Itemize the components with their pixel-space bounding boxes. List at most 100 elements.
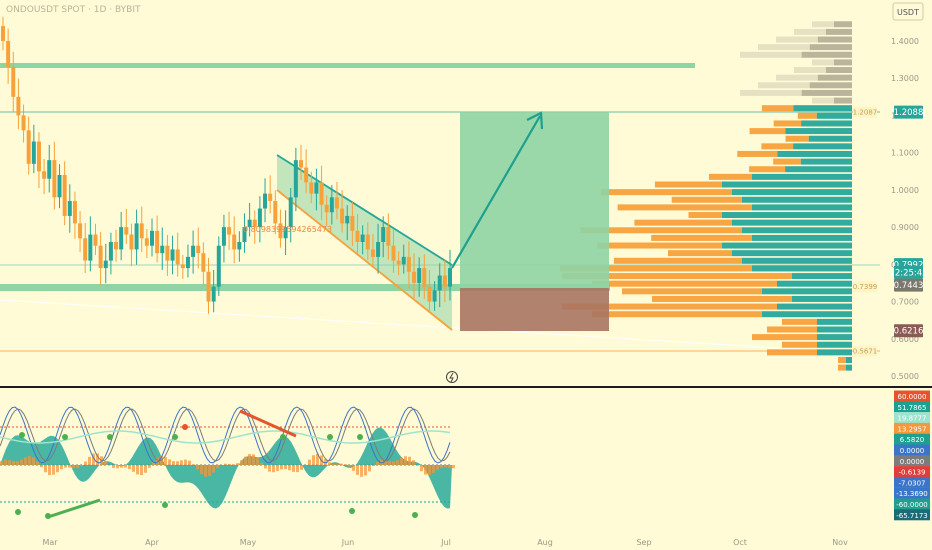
candle-body	[417, 268, 422, 283]
vp-bar-inner	[742, 227, 852, 234]
histogram-bar	[28, 456, 31, 465]
candle-body	[129, 234, 134, 250]
histogram-bar	[312, 455, 315, 465]
resistance-band	[0, 63, 695, 68]
candle-body	[406, 256, 411, 272]
candle-body	[340, 208, 345, 224]
candle-body	[119, 227, 124, 250]
candle-body	[211, 286, 216, 302]
candle-body	[237, 242, 242, 250]
histogram-bar	[116, 465, 119, 469]
projection-arrow[interactable]	[451, 111, 544, 269]
vp-bar-outer	[651, 234, 752, 241]
candle-body	[360, 234, 365, 242]
indicator-badge	[894, 412, 930, 424]
buy-dot	[62, 434, 68, 440]
candle-body	[160, 245, 165, 254]
vp-bar-outer	[668, 250, 732, 257]
time-tick-label: Nov	[832, 538, 848, 547]
histogram-bar	[212, 465, 215, 473]
price-badge-label: 1.2088	[894, 108, 924, 118]
candle-body	[57, 175, 62, 198]
candle-body	[155, 230, 160, 254]
position-target-zone[interactable]	[460, 112, 609, 284]
indicator-badge	[894, 476, 930, 488]
histogram-bar	[184, 459, 187, 465]
vp-bar-outer	[613, 257, 742, 264]
price-tick-label: 0.7000	[891, 298, 919, 307]
histogram-bar	[344, 464, 347, 465]
candle-body	[170, 249, 175, 261]
indicator-badge-label: -13.3690	[896, 490, 927, 498]
candle-body	[62, 175, 67, 216]
vp-bar-inner	[846, 356, 852, 363]
candle-body	[31, 141, 36, 164]
histogram-bar	[48, 465, 51, 475]
time-tick-label: Jun	[341, 538, 355, 547]
histogram-bar	[308, 459, 311, 465]
buy-dot	[19, 432, 25, 438]
vp-bar-inner	[793, 143, 852, 150]
vp-bar-outer	[592, 311, 762, 318]
histogram-bar	[284, 465, 287, 470]
vp-bar-inner	[846, 364, 852, 371]
histogram-bar	[292, 465, 295, 472]
time-tick-label: Jul	[440, 538, 451, 547]
signal-line-grey	[0, 408, 451, 462]
channel-lower-line[interactable]	[276, 189, 453, 331]
histogram-bar	[240, 460, 243, 465]
histogram-bar	[288, 465, 291, 471]
buy-dot	[107, 434, 113, 440]
candle-body	[103, 260, 108, 269]
candle-body	[386, 227, 391, 246]
vp-bar-outer	[773, 120, 802, 127]
candle-body	[180, 264, 185, 269]
histogram-bar	[12, 461, 15, 465]
candle-body	[52, 160, 57, 198]
price-tick-label: 1.4000	[891, 37, 919, 46]
currency-box[interactable]	[892, 2, 924, 21]
price-badge	[894, 265, 923, 279]
histogram-bar	[348, 465, 351, 467]
histogram-bar	[188, 460, 191, 465]
support-band	[0, 284, 610, 291]
price-badge-label: 0.6216	[894, 327, 924, 337]
candle-body	[263, 193, 268, 209]
histogram-bar	[168, 459, 171, 465]
candle-body	[278, 223, 283, 239]
histogram-bar	[120, 465, 123, 468]
candle-body	[165, 245, 170, 261]
histogram-bar	[444, 465, 447, 468]
candle-body	[139, 223, 144, 239]
time-tick-label: Sep	[636, 538, 651, 547]
histogram-bar	[336, 464, 339, 465]
sell-dot	[15, 509, 21, 515]
vp-badge	[853, 281, 877, 293]
histogram-bar	[452, 465, 455, 469]
price-tick-label: 1.1000	[891, 149, 919, 158]
histogram-bar	[428, 465, 431, 476]
position-stop-zone[interactable]	[460, 284, 609, 331]
histogram-bar	[384, 459, 387, 465]
candle-body	[1, 26, 5, 41]
histogram-bar	[316, 453, 319, 465]
lightning-icon[interactable]	[446, 371, 458, 383]
vp-bar-outer	[782, 318, 817, 325]
histogram-bar	[0, 461, 3, 465]
time-tick-label: Aug	[537, 538, 553, 547]
candle-body	[227, 227, 232, 235]
indicator-badge	[894, 401, 930, 413]
vp-bar-outer	[634, 219, 732, 226]
indicator-badge	[894, 509, 930, 521]
candle-body	[324, 204, 329, 213]
candle-body	[365, 234, 370, 250]
indicator-badge	[894, 390, 930, 402]
vp-bar-inner	[834, 97, 852, 104]
candle-body	[299, 160, 303, 168]
vp-badge	[853, 345, 877, 357]
candle-body	[437, 275, 442, 291]
vp-bar-outer	[580, 227, 742, 234]
histogram-bar	[32, 457, 35, 465]
